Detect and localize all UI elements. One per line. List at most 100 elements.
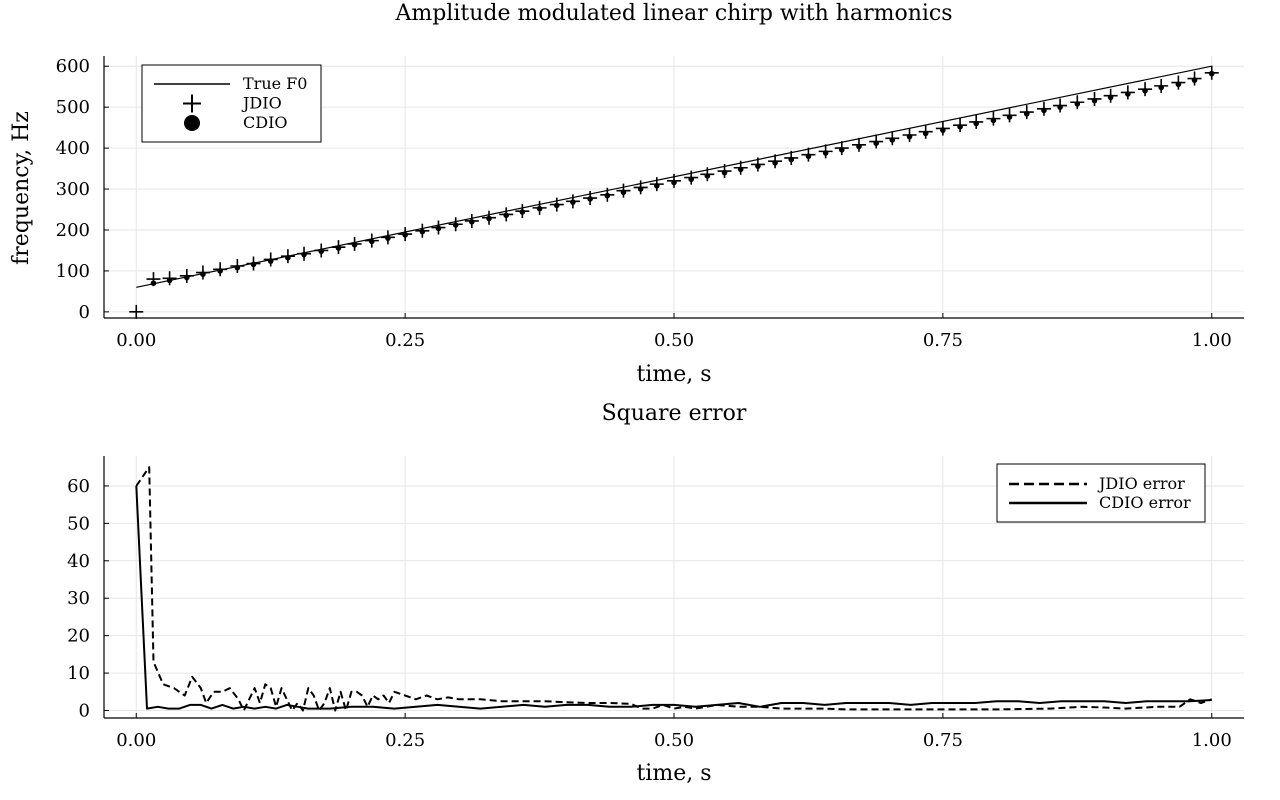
square-error-chart-xtick-label: 0.25 <box>385 730 425 751</box>
frequency-chart-series-cdio-point <box>704 173 711 179</box>
frequency-chart-series-cdio-point <box>755 163 761 169</box>
frequency-chart-series-cdio-point <box>503 212 510 219</box>
frequency-chart-series-cdio-point <box>351 241 358 248</box>
frequency-chart-series-cdio-point <box>1175 81 1182 88</box>
frequency-chart-series-cdio-point <box>452 222 459 228</box>
frequency-chart-legend-true-f0-label: True F0 <box>243 74 307 93</box>
square-error-chart-xtick-label: 0.75 <box>923 730 963 751</box>
frequency-chart-series-cdio-point <box>604 192 611 199</box>
frequency-chart-xtick-label: 0.75 <box>923 330 963 351</box>
square-error-chart-xtick-label: 0.00 <box>116 730 156 751</box>
frequency-chart-axes: 0.00 0.25 0.50 0.75 1.00 0 100 200 300 400 500 600 <box>56 56 1244 351</box>
frequency-chart-title: Amplitude modulated linear chirp with ha… <box>394 1 952 26</box>
frequency-chart-series-cdio-point <box>553 202 560 209</box>
frequency-chart-series-cdio-point <box>1041 107 1047 114</box>
square-error-chart-xtick-label: 1.00 <box>1192 730 1232 751</box>
frequency-chart-series-cdio-point <box>721 169 728 176</box>
frequency-chart-series-cdio-point <box>217 268 223 274</box>
frequency-chart-ytick-label: 200 <box>56 220 90 241</box>
frequency-chart-series-cdio-point <box>805 153 812 160</box>
frequency-chart-series-cdio-point <box>200 271 206 277</box>
square-error-chart-ytick-label: 10 <box>67 663 90 684</box>
frequency-chart-legend-cdio-label: CDIO <box>243 113 288 132</box>
frequency-chart-xlabel: time, s <box>636 362 711 387</box>
square-error-chart-ytick-label: 60 <box>67 476 90 497</box>
frequency-chart-ytick-label: 500 <box>56 97 90 118</box>
frequency-chart-series-cdio-point <box>637 186 644 192</box>
frequency-chart-series-cdio-point <box>234 264 241 271</box>
frequency-chart-legend-jdio-swatch <box>183 94 201 113</box>
frequency-chart-series-cdio-point <box>150 280 157 287</box>
frequency-chart-series-cdio-point <box>653 182 660 189</box>
frequency-chart-series-cdio-point <box>1158 84 1164 91</box>
square-error-chart-xtick-label: 0.50 <box>654 730 694 751</box>
frequency-chart-series-cdio-point <box>486 215 492 222</box>
frequency-chart-xtick-label: 0.00 <box>116 330 156 351</box>
frequency-chart-ytick-label: 400 <box>56 138 90 159</box>
frequency-chart-series-cdio-point <box>922 130 929 137</box>
frequency-chart-series-cdio-point <box>906 133 913 140</box>
frequency-chart-series-cdio-point <box>1091 97 1098 104</box>
square-error-chart-title: Square error <box>602 401 747 426</box>
frequency-chart-series-cdio-point <box>822 150 829 156</box>
square-error-chart-ytick-label: 20 <box>67 626 90 647</box>
square-error-chart-series <box>135 466 1213 712</box>
frequency-chart-series-jdio-point <box>129 304 144 319</box>
frequency-chart-series-cdio-point <box>688 176 695 183</box>
frequency-chart-series-cdio-point <box>368 238 375 245</box>
frequency-chart-series-cdio-point <box>788 156 795 163</box>
square-error-chart-xlabel: time, s <box>636 761 711 786</box>
square-error-chart-ytick-label: 30 <box>67 588 90 609</box>
frequency-chart-xtick-label: 1.00 <box>1192 330 1232 351</box>
frequency-chart-xtick-label: 0.25 <box>385 330 425 351</box>
frequency-chart-series-cdio-point <box>250 261 257 268</box>
frequency-chart-ytick-label: 0 <box>79 302 90 323</box>
square-error-chart-ytick-label: 50 <box>67 513 90 534</box>
frequency-chart-series-cdio-point <box>737 166 744 173</box>
frequency-chart-series-cdio-point <box>519 209 526 215</box>
frequency-chart-series-cdio-point <box>419 228 426 235</box>
frequency-chart-series-cdio-point <box>469 218 475 225</box>
frequency-chart-series-cdio-point <box>184 274 190 281</box>
square-error-chart-legend-box <box>996 463 1206 523</box>
frequency-chart-series-cdio-point <box>587 196 593 202</box>
frequency-chart-series-cdio-point <box>536 205 543 212</box>
frequency-chart-legend-jdio-label: JDIO <box>241 94 282 113</box>
frequency-chart-series-cdio-point <box>166 277 173 284</box>
frequency-chart-ytick-label: 600 <box>56 56 90 77</box>
frequency-chart-series-cdio-point <box>318 248 325 255</box>
frequency-chart-series-cdio-point <box>1074 101 1081 107</box>
frequency-chart-series-cdio-point <box>267 258 274 264</box>
square-error-chart-legend-jdio-error-label: JDIO error <box>1097 474 1185 493</box>
frequency-chart-series-cdio-point <box>335 245 342 251</box>
frequency-chart-series-cdio-point <box>856 143 862 150</box>
frequency-chart-series-cdio-point <box>1125 91 1131 97</box>
frequency-chart-legend-cdio-swatch <box>184 115 200 131</box>
square-error-chart-series-cdio-error <box>135 485 1212 710</box>
frequency-chart-series-cdio-point <box>873 140 879 146</box>
square-error-chart-axes: 0.00 0.25 0.50 0.75 1.00 0 10 20 30 40 50 60 <box>67 456 1244 751</box>
frequency-chart-series-cdio-point <box>570 199 576 205</box>
frequency-chart-series-cdio-point <box>385 235 391 241</box>
frequency-chart-series-cdio-point <box>973 120 980 127</box>
frequency-chart-xtick-label: 0.50 <box>654 330 694 351</box>
square-error-chart-legend-cdio-error-label: CDIO error <box>1099 493 1191 512</box>
frequency-chart-series <box>129 65 1219 319</box>
frequency-chart-series-cdio-point <box>1006 114 1013 120</box>
frequency-chart-series-cdio-point <box>838 146 845 153</box>
frequency-chart-series-cdio-point <box>301 251 307 258</box>
frequency-chart-series-cdio-point <box>772 160 778 166</box>
frequency-chart-ytick-label: 300 <box>56 179 90 200</box>
square-error-chart-ytick-label: 40 <box>67 551 90 572</box>
frequency-chart-series-cdio-point <box>990 117 997 124</box>
frequency-chart-series-cdio-point <box>940 127 946 133</box>
frequency-chart-series-cdio-point <box>435 225 442 232</box>
frequency-chart-series-cdio-point <box>957 124 963 130</box>
frequency-chart-ylabel: frequency, Hz <box>9 111 34 265</box>
frequency-chart-ytick-label: 100 <box>56 261 90 282</box>
frequency-chart-series-cdio-point <box>889 137 896 143</box>
frequency-chart: Amplitude modulated linear chirp with ha… <box>9 1 1244 387</box>
